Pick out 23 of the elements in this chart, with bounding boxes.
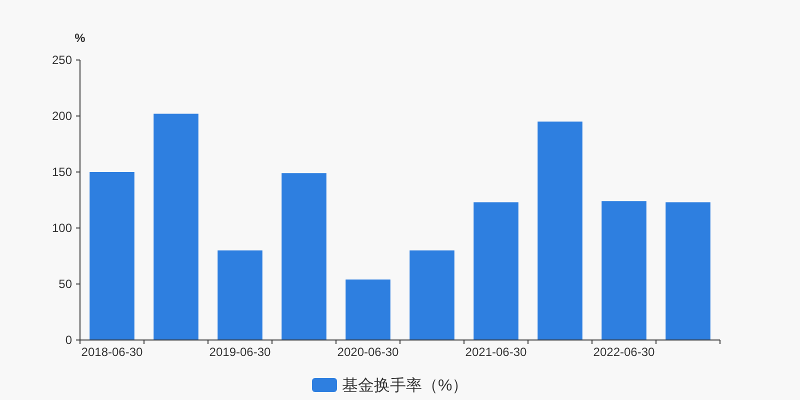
y-tick-label: 100 — [52, 221, 72, 236]
bar — [538, 122, 582, 340]
legend-label: 基金换手率（%） — [342, 376, 468, 395]
x-tick-label: 2019-06-30 — [209, 345, 272, 359]
x-tick-label: 2018-06-30 — [81, 345, 144, 359]
y-tick-label: 0 — [65, 333, 72, 348]
bar — [346, 280, 390, 340]
y-tick-label: 250 — [52, 53, 72, 68]
bar — [666, 202, 710, 340]
x-tick-label: 2021-06-30 — [465, 345, 528, 359]
y-tick-label: 50 — [58, 277, 72, 292]
bar — [282, 173, 326, 340]
bar — [410, 250, 454, 340]
x-tick-label: 2020-06-30 — [337, 345, 400, 359]
bar — [218, 250, 262, 340]
y-axis-title: % — [74, 31, 86, 45]
bar — [154, 114, 198, 340]
bar — [90, 172, 134, 340]
bar — [474, 202, 518, 340]
y-tick-label: 200 — [52, 109, 72, 124]
bar — [602, 201, 646, 340]
y-tick-label: 150 — [52, 165, 72, 180]
x-tick-label: 2022-06-30 — [593, 345, 656, 359]
